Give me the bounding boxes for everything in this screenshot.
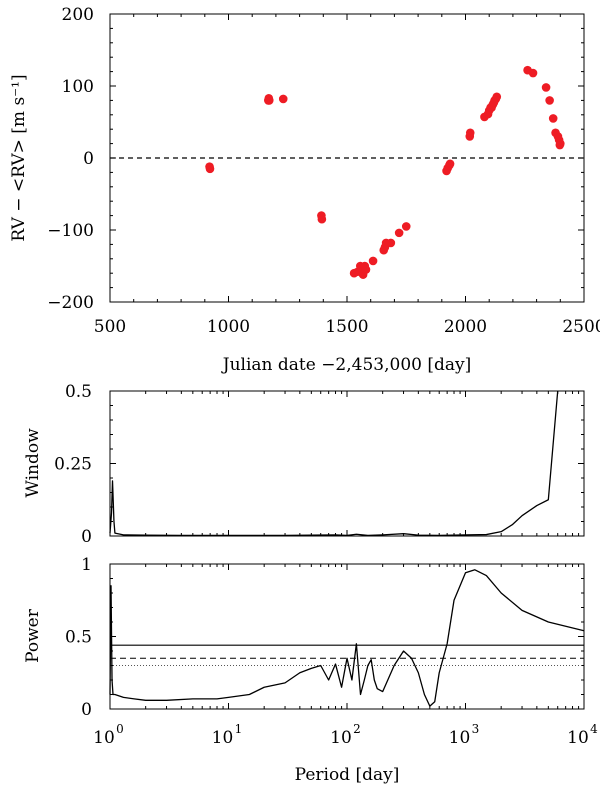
window-marks: 0 0.25 0.5 (54, 382, 585, 547)
window-y-axis-label: Window (23, 428, 43, 498)
rv-data-point (368, 256, 378, 266)
rv-x-axis-label: Julian date −2,453,000 [day] (221, 355, 472, 375)
window-panel: 0 0.25 0.5 Window (23, 382, 585, 547)
power-x-tick-label-exponent: 2 (353, 722, 361, 736)
power-x-tick-label-exponent: 3 (472, 722, 480, 736)
rv-plot-frame (109, 13, 585, 303)
power-y-tick-label: 1 (81, 555, 92, 575)
rv-data-point (492, 92, 502, 102)
power-x-tick-label-exponent: 0 (116, 722, 124, 736)
rv-marks: 50010001500200025002001000−100−200 (47, 5, 600, 337)
power-x-tick-label: 10 (567, 728, 589, 748)
power-x-tick-label-exponent: 4 (590, 722, 598, 736)
rv-x-tick-label: 2000 (444, 317, 487, 337)
power-x-tick-label: 10 (449, 728, 471, 748)
rv-data-point (361, 265, 371, 274)
power-y-axis-label: Power (23, 608, 43, 663)
power-plot-frame (109, 563, 585, 710)
rv-data-point (545, 96, 554, 105)
power-x-tick-label: 10 (93, 728, 115, 748)
rv-data-point (394, 228, 404, 238)
window-series-line (109, 390, 559, 537)
power-x-tick-label: 10 (330, 728, 352, 748)
rv-x-tick-label: 2500 (562, 317, 600, 337)
rv-data-point (205, 164, 215, 174)
rv-data-point (548, 114, 558, 123)
rv-y-tick-label: −100 (47, 221, 94, 241)
power-x-axis-label: Period [day] (295, 765, 400, 785)
window-y-tick-label: 0 (81, 527, 92, 547)
power-y-tick-label: 0.5 (65, 628, 92, 648)
rv-panel: 50010001500200025002001000−100−200 Julia… (9, 5, 600, 375)
rv-data-point (556, 139, 565, 148)
rv-y-tick-label: 200 (62, 5, 94, 25)
rv-x-tick-label: 1500 (325, 317, 368, 337)
rv-data-point (401, 222, 411, 231)
power-x-tick-label: 10 (212, 728, 234, 748)
window-y-tick-label: 0.25 (54, 455, 92, 475)
rv-y-tick-label: −200 (47, 293, 94, 313)
rv-data-point (264, 96, 274, 105)
rv-data-point (445, 159, 455, 169)
rv-y-tick-label: 100 (62, 77, 94, 97)
rv-data-point (278, 94, 288, 104)
rv-x-tick-label: 500 (94, 317, 126, 337)
rv-data-point (317, 214, 327, 224)
rv-data-point (541, 83, 551, 92)
rv-data-point (386, 238, 396, 248)
power-series-line (109, 569, 585, 707)
power-x-tick-label-exponent: 1 (235, 722, 243, 736)
rv-x-tick-label: 1000 (207, 317, 250, 337)
window-y-tick-label: 0.5 (65, 382, 92, 402)
rv-y-axis-label: RV − <RV> [m s⁻¹] (9, 74, 29, 241)
rv-y-tick-label: 0 (83, 149, 94, 169)
rv-data-point (465, 128, 475, 138)
power-y-tick-label: 0 (81, 700, 92, 720)
window-plot-frame (109, 390, 585, 537)
rv-data-point (528, 68, 538, 78)
